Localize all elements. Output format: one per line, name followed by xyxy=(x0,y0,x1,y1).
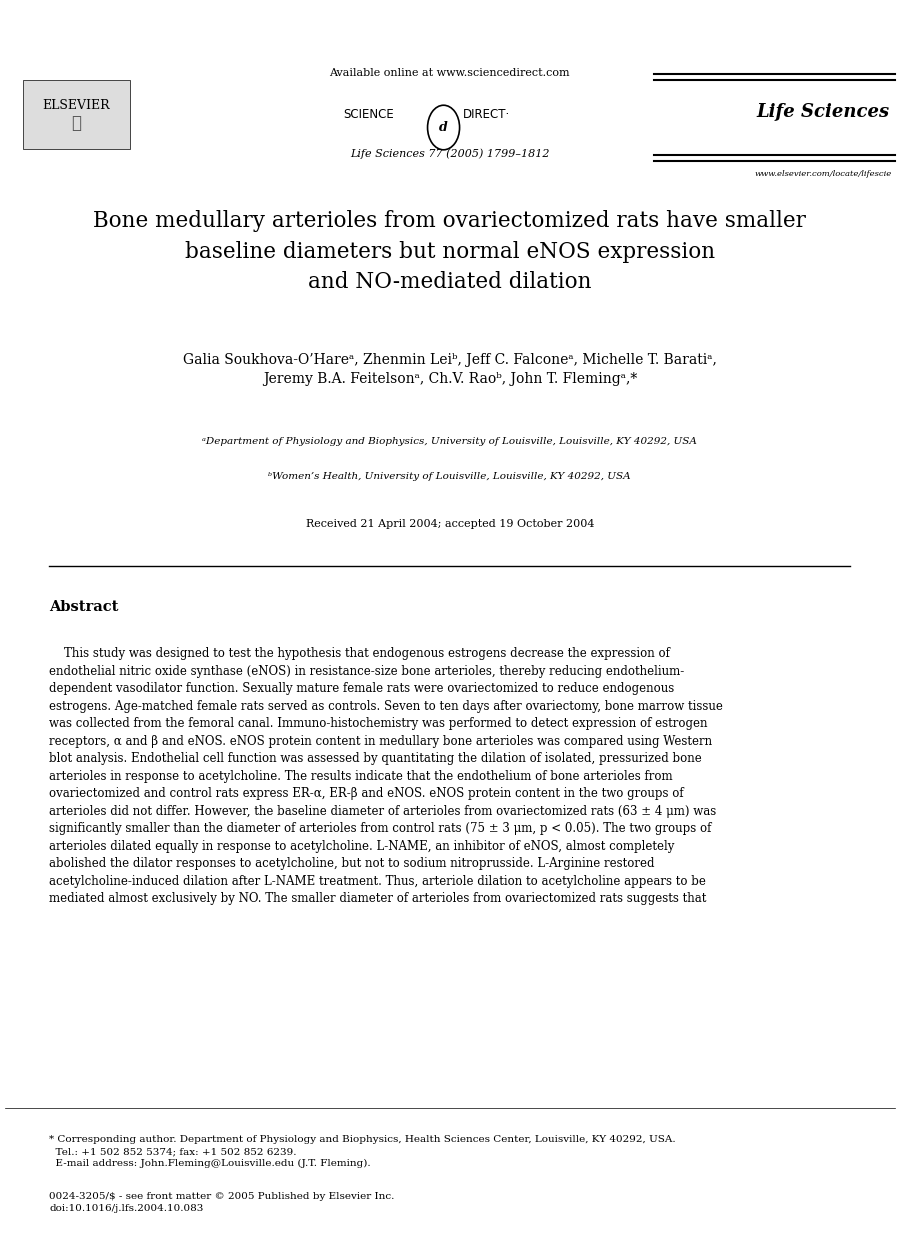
Text: Abstract: Abstract xyxy=(50,600,119,614)
Text: This study was designed to test the hypothesis that endogenous estrogens decreas: This study was designed to test the hypo… xyxy=(50,647,723,905)
Text: www.elsevier.com/locate/lifescie: www.elsevier.com/locate/lifescie xyxy=(755,170,892,177)
Text: SCIENCE: SCIENCE xyxy=(343,108,394,121)
Text: DIRECT·: DIRECT· xyxy=(463,108,511,121)
Text: 0024-3205/$ - see front matter © 2005 Published by Elsevier Inc.
doi:10.1016/j.l: 0024-3205/$ - see front matter © 2005 Pu… xyxy=(50,1192,395,1213)
Text: ᵇWomen’s Health, University of Louisville, Louisville, KY 40292, USA: ᵇWomen’s Health, University of Louisvill… xyxy=(268,472,631,480)
Text: Received 21 April 2004; accepted 19 October 2004: Received 21 April 2004; accepted 19 Octo… xyxy=(306,519,594,529)
Text: Life Sciences: Life Sciences xyxy=(756,103,890,121)
Text: Life Sciences 77 (2005) 1799–1812: Life Sciences 77 (2005) 1799–1812 xyxy=(350,149,550,160)
Bar xyxy=(23,80,130,149)
Text: ᵃDepartment of Physiology and Biophysics, University of Louisville, Louisville, : ᵃDepartment of Physiology and Biophysics… xyxy=(202,437,697,446)
Text: d: d xyxy=(439,121,448,134)
Text: * Corresponding author. Department of Physiology and Biophysics, Health Sciences: * Corresponding author. Department of Ph… xyxy=(50,1135,676,1167)
Text: 🌳: 🌳 xyxy=(71,114,81,132)
Text: Galia Soukhova-O’Hareᵃ, Zhenmin Leiᵇ, Jeff C. Falconeᵃ, Michelle T. Baratiᵃ,
Jer: Galia Soukhova-O’Hareᵃ, Zhenmin Leiᵇ, Je… xyxy=(183,353,717,386)
Text: ELSEVIER: ELSEVIER xyxy=(43,99,110,113)
Text: Available online at www.sciencedirect.com: Available online at www.sciencedirect.co… xyxy=(329,68,571,78)
Text: Bone medullary arterioles from ovariectomized rats have smaller
baseline diamete: Bone medullary arterioles from ovariecto… xyxy=(93,210,806,293)
